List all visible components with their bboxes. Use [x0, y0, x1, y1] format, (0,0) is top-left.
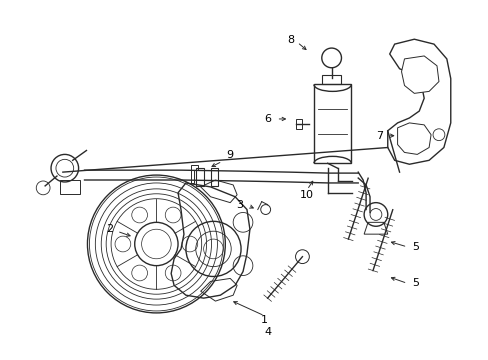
- Bar: [321, 75, 341, 85]
- Bar: [195, 168, 203, 186]
- Text: 5: 5: [411, 278, 418, 288]
- Circle shape: [182, 236, 197, 252]
- Text: 6: 6: [264, 114, 270, 124]
- Circle shape: [165, 207, 181, 223]
- Text: 7: 7: [376, 131, 383, 141]
- Text: 10: 10: [300, 190, 313, 200]
- Text: 5: 5: [411, 242, 418, 252]
- Polygon shape: [401, 56, 438, 93]
- Text: 4: 4: [264, 327, 271, 337]
- Text: 1: 1: [261, 315, 267, 325]
- Text: 2: 2: [106, 224, 113, 234]
- Bar: [210, 168, 218, 186]
- Circle shape: [131, 207, 147, 223]
- Bar: [313, 85, 350, 163]
- Polygon shape: [397, 123, 430, 154]
- Text: 3: 3: [236, 199, 243, 210]
- Text: 8: 8: [287, 35, 294, 45]
- Circle shape: [131, 265, 147, 281]
- Circle shape: [115, 236, 130, 252]
- Bar: [296, 119, 302, 129]
- Bar: [60, 180, 80, 194]
- Text: 9: 9: [226, 150, 233, 161]
- Circle shape: [165, 265, 181, 281]
